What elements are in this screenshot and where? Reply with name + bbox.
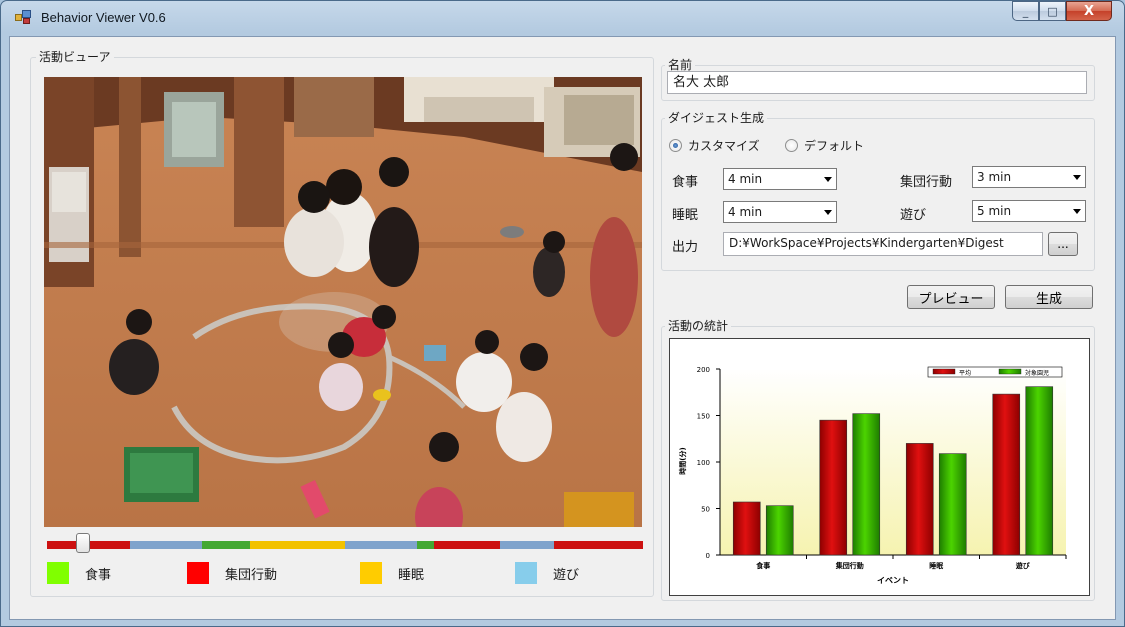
legend-item-group: 集団行動 [187,562,277,584]
legend-swatch-play [515,562,537,584]
name-input[interactable]: 名大 太郎 [667,71,1087,94]
chart-x-axis-label: イベント [877,576,909,585]
chevron-down-icon[interactable] [1068,167,1085,187]
chart-bar [938,453,967,556]
radio-customize-dot[interactable] [669,139,682,152]
browse-button[interactable]: ... [1048,232,1078,256]
chart-bar [765,505,794,556]
legend-swatch-sleep [360,562,382,584]
sleep-duration-select[interactable]: 4 min [723,201,837,223]
chart-legend-box [927,366,1063,378]
main-client-area: 活動ビューア [9,36,1116,620]
digest-group-label: ダイジェスト生成 [665,111,768,125]
output-path-input[interactable]: D:¥WorkSpace¥Projects¥Kindergarten¥Diges… [723,232,1043,256]
legend-item-sleep: 睡眠 [360,562,424,584]
name-group [661,65,1095,101]
chart-legend-label: 対象園児 [1025,369,1049,377]
app-icon [15,10,31,24]
chart-bar [992,393,1021,556]
group-duration-label: 集団行動 [900,175,953,190]
meal-duration-value: 4 min [728,172,763,186]
chart-x-tick-label: 食事 [755,561,770,570]
group-duration-select[interactable]: 3 min [972,166,1086,188]
chart-legend-swatch [998,368,1022,375]
sleep-duration-label: 睡眠 [672,208,699,223]
legend-label-meal: 食事 [85,567,112,583]
chevron-down-icon[interactable] [1068,201,1085,221]
timeline-seek-thumb[interactable] [75,533,90,553]
chart-x-tick-label: 集団行動 [835,561,864,570]
play-duration-select[interactable]: 5 min [972,200,1086,222]
stats-group [661,326,1095,601]
chart-y-tick-label: 0 [706,552,710,560]
output-label: 出力 [672,240,699,255]
radio-default[interactable]: デフォルト [785,137,864,154]
window-title: Behavior Viewer V0.6 [41,10,166,25]
chart-legend-swatch [932,368,956,375]
activity-viewer-group [30,57,654,597]
legend-item-play: 遊び [515,562,579,584]
legend-label-play: 遊び [553,567,580,583]
preview-button[interactable]: プレビュー [907,285,995,309]
chart-bar [1025,386,1054,556]
chart-x-tick-label: 遊び [1016,561,1031,570]
radio-default-dot[interactable] [785,139,798,152]
close-button[interactable]: X [1066,1,1112,21]
video-frame[interactable] [44,77,642,527]
name-group-label: 名前 [665,58,696,72]
maximize-button[interactable]: □ [1039,1,1066,21]
chart-y-tick-label: 150 [697,413,710,421]
legend-swatch-group [187,562,209,584]
legend-label-sleep: 睡眠 [398,567,425,583]
chart-bar [819,419,848,556]
radio-customize[interactable]: カスタマイズ [669,137,760,154]
chart-y-tick-label: 200 [697,366,710,374]
timeline-segment-sleep[interactable] [249,541,345,549]
chevron-down-icon[interactable] [819,202,836,222]
digest-group [661,118,1095,271]
timeline-segment-play[interactable] [499,541,554,549]
chart-y-tick-label: 50 [701,506,710,514]
timeline-segment-play[interactable] [130,541,202,549]
sleep-duration-value: 4 min [728,205,763,219]
chart-y-tick-label: 100 [697,459,710,467]
meal-duration-label: 食事 [672,175,699,190]
classroom-video-image [44,77,642,527]
activity-stats-chart: 0 50 100 150 200 食事 集団行動 睡眠 遊び 平均 対象園児 時間(分) イベン… [678,366,1067,585]
radio-default-label: デフォルト [804,139,865,153]
legend-swatch-meal [47,562,69,584]
group-duration-value: 3 min [977,170,1012,184]
radio-customize-label: カスタマイズ [688,139,760,153]
chart-x-tick-label: 睡眠 [929,561,943,570]
title-bar[interactable]: Behavior Viewer V0.6 _ □ X [1,1,1124,35]
legend-item-meal: 食事 [47,562,111,584]
window-controls: _ □ X [1012,1,1112,22]
play-duration-label: 遊び [900,208,927,223]
chart-y-axis-label: 時間(分) [678,447,687,474]
timeline-segment-group[interactable] [434,541,500,549]
generate-button[interactable]: 生成 [1005,285,1093,309]
minimize-button[interactable]: _ [1012,1,1039,21]
chart-bar [852,413,881,556]
activity-timeline[interactable] [47,541,643,549]
activity-viewer-label: 活動ビューア [36,50,114,64]
timeline-segment-group[interactable] [553,541,643,549]
stats-group-label: 活動の統計 [665,319,732,333]
maximize-icon: □ [1047,4,1058,18]
timeline-segment-meal[interactable] [201,541,250,549]
chart-legend-label: 平均 [959,369,971,377]
timeline-segment-play[interactable] [344,541,417,549]
minimize-icon: _ [1022,4,1029,18]
chart-bar [732,501,761,556]
stats-chart-frame: 0 50 100 150 200 食事 集団行動 睡眠 遊び 平均 対象園児 時間(分) イベン… [669,338,1090,596]
legend-label-group: 集団行動 [225,567,278,583]
close-icon: X [1083,3,1095,19]
chart-bar [905,443,934,556]
play-duration-value: 5 min [977,204,1012,218]
chevron-down-icon[interactable] [819,169,836,189]
meal-duration-select[interactable]: 4 min [723,168,837,190]
timeline-segment-meal[interactable] [416,541,435,549]
